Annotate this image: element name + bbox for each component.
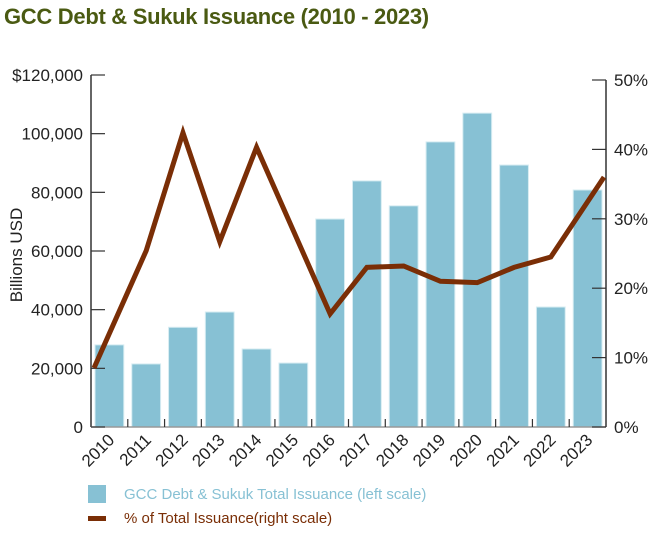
y-tick-label: $120,000 bbox=[12, 66, 83, 85]
legend: GCC Debt & Sukuk Total Issuance (left sc… bbox=[88, 482, 426, 530]
chart-title: GCC Debt & Sukuk Issuance (2010 - 2023) bbox=[4, 4, 429, 29]
y2-tick-label: 10% bbox=[614, 349, 648, 368]
x-tick-label: 2022 bbox=[519, 430, 559, 470]
legend-item-bar: GCC Debt & Sukuk Total Issuance (left sc… bbox=[88, 482, 426, 506]
bar-2013 bbox=[204, 311, 235, 428]
legend-bar-label: GCC Debt & Sukuk Total Issuance (left sc… bbox=[124, 485, 427, 503]
bar-2019 bbox=[425, 141, 456, 428]
bar-2015 bbox=[278, 362, 309, 428]
bar-2011 bbox=[131, 363, 162, 428]
x-tick-label: 2018 bbox=[372, 430, 412, 470]
y2-tick-label: 0% bbox=[614, 418, 639, 437]
x-tick-label: 2021 bbox=[483, 430, 523, 470]
x-tick-label: 2014 bbox=[225, 430, 265, 470]
bar-2021 bbox=[499, 164, 529, 428]
x-tick-label: 2020 bbox=[446, 430, 486, 470]
percent-line bbox=[91, 124, 607, 370]
x-tick-label: 2015 bbox=[262, 430, 302, 470]
bar-2017 bbox=[352, 180, 382, 428]
y2-tick-label: 50% bbox=[614, 71, 648, 90]
x-tick-label: 2016 bbox=[299, 430, 339, 470]
bar-2022 bbox=[535, 306, 566, 428]
y-tick-label: 80,000 bbox=[31, 183, 83, 202]
bar-2018 bbox=[388, 205, 419, 428]
legend-line-label: % of Total Issuance(right scale) bbox=[124, 509, 333, 527]
y2-tick-label: 40% bbox=[614, 140, 648, 159]
y2-tick-label: 20% bbox=[614, 279, 648, 298]
bar-2016 bbox=[315, 218, 346, 428]
line-series bbox=[91, 124, 607, 370]
y-tick-label: 0 bbox=[74, 418, 83, 437]
x-tick-label: 2011 bbox=[116, 430, 155, 469]
x-tick-label: 2019 bbox=[409, 430, 449, 470]
y2-tick-label: 30% bbox=[614, 210, 648, 229]
legend-item-line: % of Total Issuance(right scale) bbox=[88, 506, 426, 530]
chart-plot: 0 20,000 40,000 60,000 80,000 100,000 $120,000… bbox=[7, 66, 648, 471]
x-tick-label: 2010 bbox=[78, 430, 118, 470]
line-swatch-icon bbox=[88, 515, 106, 521]
bar-series bbox=[94, 112, 603, 428]
bar-2014 bbox=[241, 348, 272, 428]
y-axis-label: Billions USD bbox=[7, 208, 26, 302]
y-tick-label: 100,000 bbox=[22, 125, 83, 144]
y-tick-label: 60,000 bbox=[31, 242, 83, 261]
x-tick-label: 2013 bbox=[188, 430, 228, 470]
y-tick-label: 20,000 bbox=[31, 359, 83, 378]
y-tick-label: 40,000 bbox=[31, 301, 83, 320]
x-tick-label: 2023 bbox=[556, 430, 596, 470]
bar-swatch-icon bbox=[88, 485, 106, 503]
x-tick-label: 2017 bbox=[336, 430, 376, 470]
bar-2012 bbox=[168, 326, 198, 428]
x-tick-label: 2012 bbox=[152, 430, 192, 470]
bar-2023 bbox=[572, 189, 603, 428]
bar-2020 bbox=[462, 112, 493, 428]
